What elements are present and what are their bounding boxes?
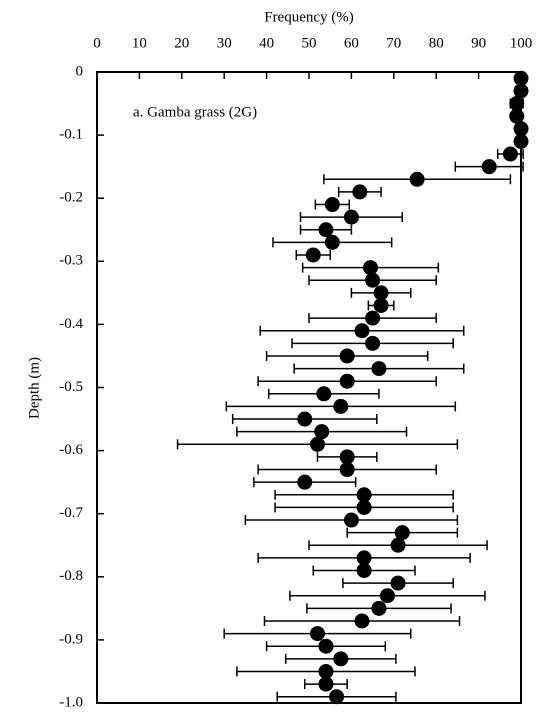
- point: [305, 247, 321, 263]
- point: [333, 651, 349, 667]
- chart-title: Frequency (%): [264, 9, 354, 25]
- point: [297, 474, 313, 490]
- y-tick-label: -0.1: [59, 127, 83, 143]
- y-tick-label: -0.9: [59, 631, 83, 647]
- y-tick-label: -1.0: [59, 694, 83, 710]
- x-tick-label: 0: [93, 35, 101, 51]
- x-tick-label: 80: [429, 35, 444, 51]
- x-tick-label: 50: [302, 35, 317, 51]
- x-tick-label: 100: [510, 35, 533, 51]
- y-tick-label: -0.7: [59, 505, 83, 521]
- point: [324, 197, 340, 213]
- point: [309, 436, 325, 452]
- point: [481, 159, 497, 175]
- point: [356, 487, 372, 503]
- point: [356, 550, 372, 566]
- point: [390, 575, 406, 591]
- point: [371, 361, 387, 377]
- point: [333, 398, 349, 414]
- point: [318, 676, 334, 692]
- x-tick-label: 20: [174, 35, 189, 51]
- point: [394, 525, 410, 541]
- point: [373, 297, 389, 313]
- point: [339, 348, 355, 364]
- point: [324, 234, 340, 250]
- x-tick-label: 10: [132, 35, 147, 51]
- point: [513, 121, 529, 137]
- y-tick-label: -0.8: [59, 568, 83, 584]
- point: [373, 285, 389, 301]
- point: [297, 411, 313, 427]
- x-tick-label: 40: [259, 35, 274, 51]
- point: [318, 638, 334, 654]
- point: [352, 184, 368, 200]
- point: [513, 133, 529, 149]
- y-tick-label: -0.5: [59, 379, 83, 395]
- x-tick-label: 30: [217, 35, 232, 51]
- point: [318, 222, 334, 238]
- y-tick-label: 0: [76, 63, 84, 79]
- point: [343, 209, 359, 225]
- y-axis-label: Depth (m): [26, 357, 42, 419]
- point: [365, 272, 381, 288]
- point: [513, 70, 529, 86]
- point: [356, 499, 372, 515]
- y-tick-label: -0.6: [59, 442, 83, 458]
- point: [339, 462, 355, 478]
- x-tick-label: 70: [386, 35, 401, 51]
- point: [339, 449, 355, 465]
- point: [309, 626, 325, 642]
- x-tick-label: 90: [471, 35, 486, 51]
- point: [509, 96, 525, 112]
- point: [513, 83, 529, 99]
- point: [339, 373, 355, 389]
- point: [379, 588, 395, 604]
- point: [318, 663, 334, 679]
- point: [356, 562, 372, 578]
- point: [390, 537, 406, 553]
- point: [316, 386, 332, 402]
- point: [343, 512, 359, 528]
- point: [409, 171, 425, 187]
- y-tick-label: -0.3: [59, 253, 83, 269]
- point: [365, 335, 381, 351]
- point: [509, 108, 525, 124]
- point: [329, 689, 345, 705]
- point: [502, 146, 518, 162]
- x-tick-label: 60: [344, 35, 359, 51]
- point: [354, 613, 370, 629]
- point: [314, 424, 330, 440]
- annotation: a. Gamba grass (2G): [133, 104, 257, 120]
- point: [354, 323, 370, 339]
- point: [362, 260, 378, 276]
- y-tick-label: -0.2: [59, 190, 83, 206]
- y-tick-label: -0.4: [59, 316, 83, 332]
- point: [365, 310, 381, 326]
- point: [371, 600, 387, 616]
